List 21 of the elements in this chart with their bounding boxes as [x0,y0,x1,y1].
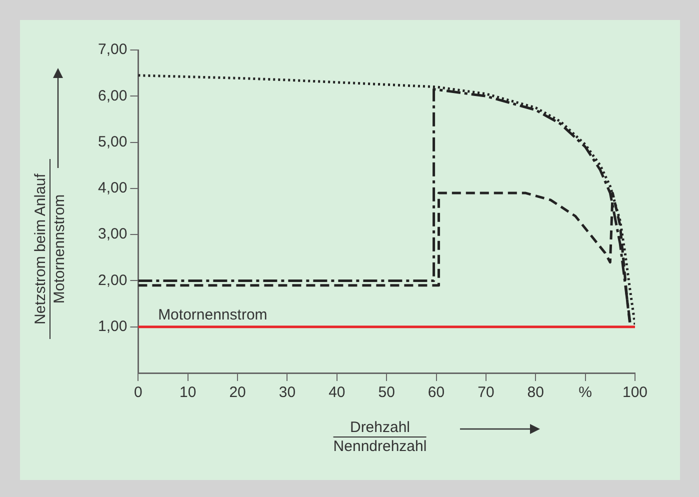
y-tick-label: 1,00 [98,318,128,335]
y-tick-label: 3,00 [98,226,128,243]
x-tick-label: 60 [428,384,445,402]
x-tick-label: % [578,384,592,402]
x-tick-label: 80 [527,384,544,402]
x-tick-label: 70 [478,384,494,402]
x-tick-label: 20 [229,384,246,402]
x-tick-label: 0 [134,384,142,402]
annotation: Motornennstrom [158,306,268,324]
y-tick-label: 5,00 [98,133,128,150]
y-axis-title: Netzstrom beim Anlauf Motornennstrom [31,159,69,339]
x-tick-label: 10 [180,384,196,402]
y-tick-label: 4,00 [98,180,128,197]
x-axis-title: Drehzahl Nenndrehzahl [333,418,427,456]
x-tick-label: 50 [378,384,395,402]
y-tick-label: 7,00 [98,41,128,58]
y-tick-label: 6,00 [98,87,128,104]
x-tick-label: 40 [328,384,346,402]
x-tick-label: 100 [622,384,648,402]
y-tick-label: 2,00 [98,272,128,289]
x-tick-label: 30 [278,384,296,402]
